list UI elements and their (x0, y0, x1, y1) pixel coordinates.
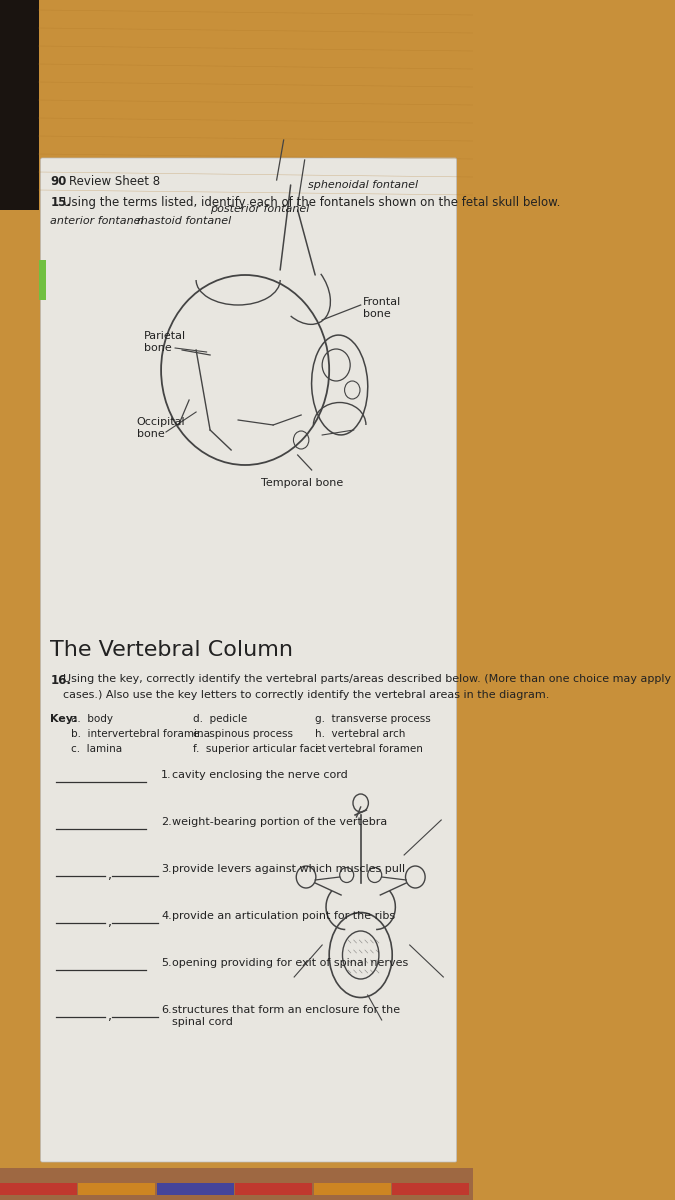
Bar (78, 1183, 155, 1195)
Text: Review Sheet 8: Review Sheet 8 (69, 175, 160, 188)
Bar (157, 1183, 234, 1195)
Text: opening providing for exit of spinal nerves: opening providing for exit of spinal ner… (171, 958, 408, 968)
FancyBboxPatch shape (40, 158, 457, 1162)
Bar (0, 1168, 472, 1200)
Text: 90: 90 (51, 175, 67, 188)
Text: anterior fontanel: anterior fontanel (51, 216, 144, 226)
Text: 1.: 1. (161, 770, 171, 780)
Bar (314, 1183, 391, 1195)
Text: Using the terms listed, identify each of the fontanels shown on the fetal skull : Using the terms listed, identify each of… (63, 196, 560, 209)
Text: provide an articulation point for the ribs: provide an articulation point for the ri… (171, 911, 395, 922)
Text: weight-bearing portion of the vertebra: weight-bearing portion of the vertebra (171, 817, 387, 827)
Text: d.  pedicle: d. pedicle (192, 714, 247, 724)
Text: Parietal
bone: Parietal bone (144, 331, 186, 353)
Text: 4.: 4. (161, 911, 172, 922)
Text: ,: , (108, 1010, 112, 1022)
Text: Key:: Key: (51, 714, 78, 724)
Bar (38, 260, 45, 300)
Text: posterior fontanel: posterior fontanel (210, 204, 309, 214)
Text: provide levers against which muscles pull: provide levers against which muscles pul… (171, 864, 405, 874)
Text: cases.) Also use the key letters to correctly identify the vertebral areas in th: cases.) Also use the key letters to corr… (63, 690, 549, 700)
Text: mastoid fontanel: mastoid fontanel (136, 216, 231, 226)
Bar (236, 1183, 313, 1195)
Text: 16.: 16. (51, 674, 72, 686)
Text: a.  body: a. body (72, 714, 113, 724)
Bar (0, 0, 472, 200)
Text: c.  lamina: c. lamina (72, 744, 123, 754)
Text: 2.: 2. (161, 817, 172, 827)
Text: e.  spinous process: e. spinous process (192, 728, 292, 739)
Text: 3.: 3. (161, 864, 171, 874)
Text: structures that form an enclosure for the
spinal cord: structures that form an enclosure for th… (171, 1006, 400, 1026)
Text: The Vertebral Column: The Vertebral Column (51, 640, 294, 660)
Text: ,: , (108, 869, 112, 882)
Text: f.  superior articular facet: f. superior articular facet (192, 744, 325, 754)
Text: h.  vertebral arch: h. vertebral arch (315, 728, 406, 739)
Bar (0, 0, 38, 210)
Text: 6.: 6. (161, 1006, 171, 1015)
Text: cavity enclosing the nerve cord: cavity enclosing the nerve cord (171, 770, 348, 780)
Text: Temporal bone: Temporal bone (261, 478, 344, 488)
Text: Frontal
bone: Frontal bone (362, 298, 401, 319)
Text: g.  transverse process: g. transverse process (315, 714, 431, 724)
Text: 15.: 15. (51, 196, 72, 209)
Text: sphenoidal fontanel: sphenoidal fontanel (308, 180, 418, 190)
Text: Occipital
bone: Occipital bone (136, 418, 185, 439)
Text: 5.: 5. (161, 958, 171, 968)
Text: ,: , (108, 916, 112, 929)
Text: Using the key, correctly identify the vertebral parts/areas described below. (Mo: Using the key, correctly identify the ve… (63, 674, 675, 684)
Bar (0, 1183, 77, 1195)
Text: i.  vertebral foramen: i. vertebral foramen (315, 744, 423, 754)
Bar (392, 1183, 469, 1195)
Text: b.  intervertebral foramina: b. intervertebral foramina (72, 728, 211, 739)
